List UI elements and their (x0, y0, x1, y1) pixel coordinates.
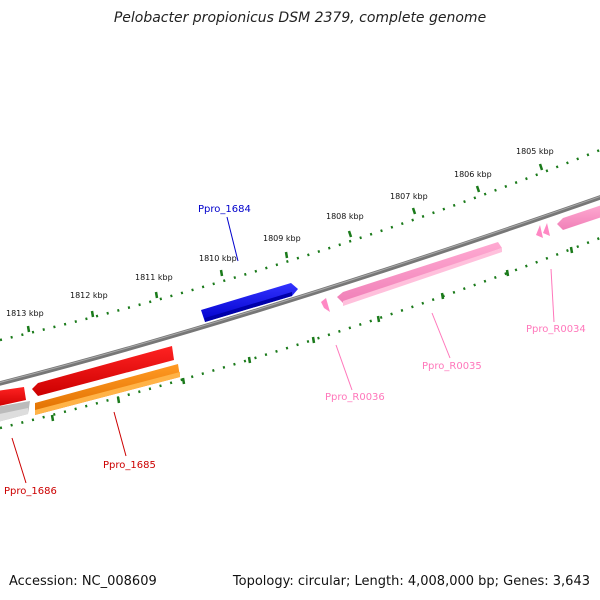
scale-label-1812: 1812 kbp (70, 291, 108, 300)
gene-ppro-r0035[interactable] (337, 242, 502, 306)
scale-label-1807: 1807 kbp (390, 192, 428, 201)
gene-ppro-r0036[interactable] (321, 298, 330, 312)
scale-label-1806: 1806 kbp (454, 170, 492, 179)
gene-ppro-1686[interactable] (0, 387, 30, 424)
gene-ppro-r0034[interactable] (536, 204, 600, 238)
gene-ppro-1684[interactable] (201, 283, 298, 322)
scale-label-1810: 1810 kbp (199, 254, 237, 263)
label-ppro-r0036: Ppro_R0036 (325, 392, 385, 403)
label-ppro-r0034: Ppro_R0034 (526, 324, 586, 335)
callout-ppro-r0034 (550, 268, 555, 323)
outer-major-ticks (26, 163, 544, 333)
callout-ppro-1686 (11, 437, 27, 484)
genome-backbone (0, 195, 600, 386)
inner-major-ticks (50, 246, 574, 422)
genome-summary-text: Topology: circular; Length: 4,008,000 bp… (232, 574, 590, 589)
scale-label-1805: 1805 kbp (516, 147, 554, 156)
scale-label-1811: 1811 kbp (135, 273, 173, 282)
callout-ppro-r0036 (335, 344, 353, 391)
label-ppro-1684: Ppro_1684 (198, 204, 251, 215)
inner-scale-ring (0, 236, 600, 430)
gene-ppro-1685[interactable] (32, 346, 180, 415)
callout-ppro-1685 (113, 411, 127, 457)
label-ppro-1685: Ppro_1685 (103, 460, 156, 471)
map-title: Pelobacter propionicus DSM 2379, complet… (113, 10, 487, 26)
scale-label-1808: 1808 kbp (326, 212, 364, 221)
label-ppro-1686: Ppro_1686 (4, 486, 57, 497)
scale-label-1813: 1813 kbp (6, 309, 44, 318)
scale-label-1809: 1809 kbp (263, 234, 301, 243)
label-ppro-r0035: Ppro_R0035 (422, 361, 482, 372)
callout-ppro-r0035 (431, 312, 451, 359)
callout-ppro-1684 (226, 216, 239, 262)
accession-text: Accession: NC_008609 (9, 574, 157, 589)
outer-scale-ring (0, 148, 600, 342)
